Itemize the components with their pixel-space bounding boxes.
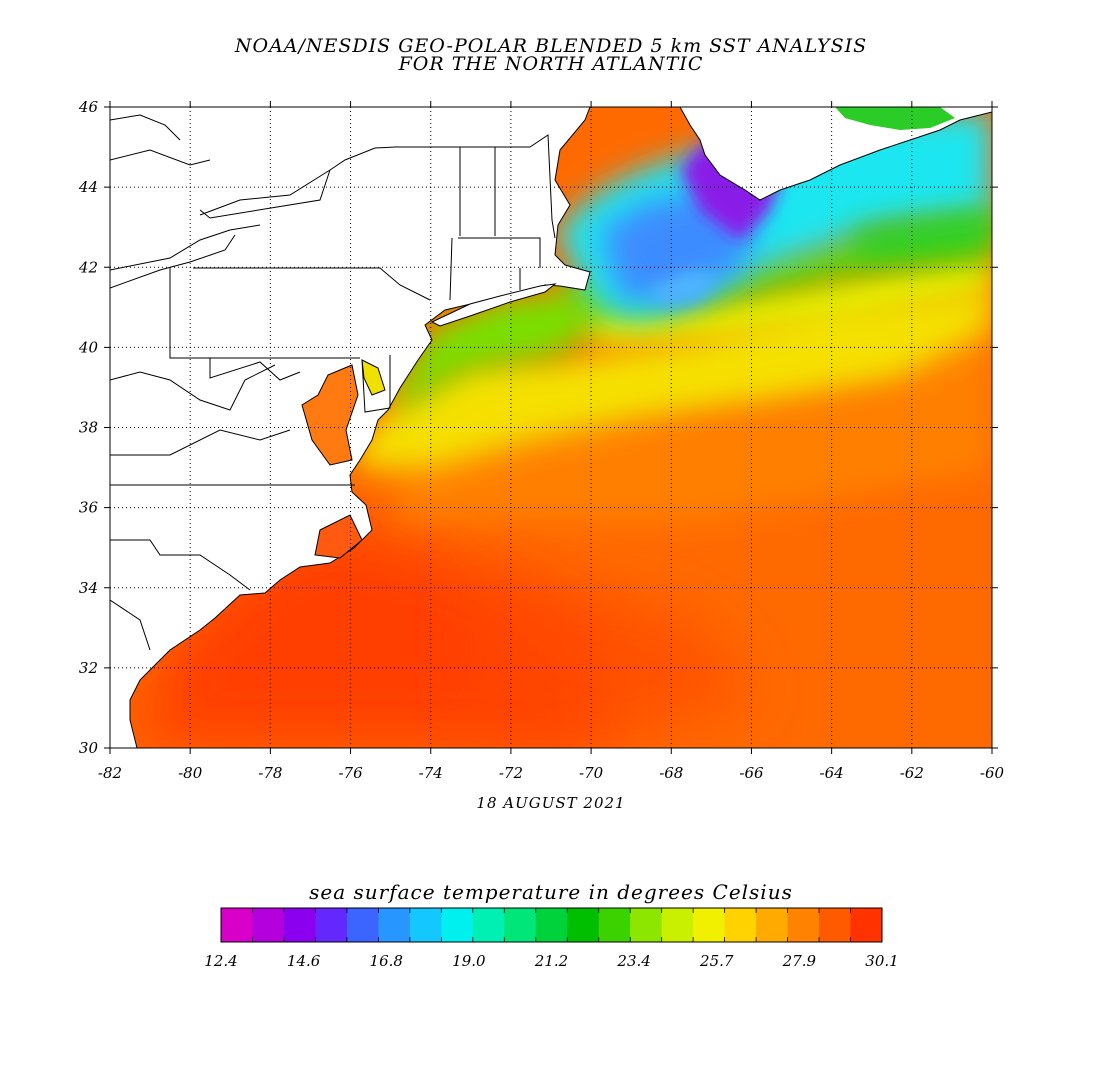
lat-label: 42 bbox=[78, 258, 98, 276]
lon-label: -66 bbox=[739, 764, 764, 782]
lat-label: 30 bbox=[79, 739, 99, 757]
lat-label: 36 bbox=[79, 499, 99, 517]
lon-label: -68 bbox=[659, 764, 683, 782]
latitude-labels: 30 32 34 36 38 40 42 44 46 bbox=[78, 98, 99, 757]
lon-label: -72 bbox=[499, 764, 523, 782]
lon-label: -74 bbox=[419, 764, 443, 782]
map-grid bbox=[110, 107, 992, 748]
analysis-date: 18 AUGUST 2021 bbox=[476, 794, 626, 812]
chart-title-line1: NOAA/NESDIS GEO-POLAR BLENDED 5 km SST A… bbox=[234, 35, 868, 57]
map-ticks bbox=[104, 101, 998, 754]
land-nova-scotia-green bbox=[835, 107, 955, 130]
longitude-labels: -82 -80 -78 -76 -74 -72 -70 -68 -66 -64 -62 -60 bbox=[98, 764, 1005, 782]
lon-label: -64 bbox=[820, 764, 844, 782]
colorbar-title: sea surface temperature in degrees Celsi… bbox=[309, 880, 793, 904]
lon-label: -76 bbox=[338, 764, 363, 782]
lon-label: -78 bbox=[258, 764, 282, 782]
lat-label: 44 bbox=[78, 178, 98, 196]
lat-label: 32 bbox=[79, 659, 98, 677]
lat-label: 34 bbox=[79, 579, 98, 597]
lon-label: -60 bbox=[980, 764, 1005, 782]
state-borders bbox=[110, 114, 556, 651]
land-long-island bbox=[430, 283, 557, 327]
lon-label: -82 bbox=[98, 764, 122, 782]
lat-label: 46 bbox=[78, 98, 99, 116]
lon-label: -80 bbox=[178, 764, 203, 782]
lat-label: 40 bbox=[78, 338, 99, 356]
lon-label: -62 bbox=[900, 764, 924, 782]
lat-label: 38 bbox=[79, 419, 98, 437]
land-canada bbox=[679, 107, 992, 201]
lon-label: -70 bbox=[579, 764, 604, 782]
chart-title-line2: FOR THE NORTH ATLANTIC bbox=[398, 53, 704, 75]
